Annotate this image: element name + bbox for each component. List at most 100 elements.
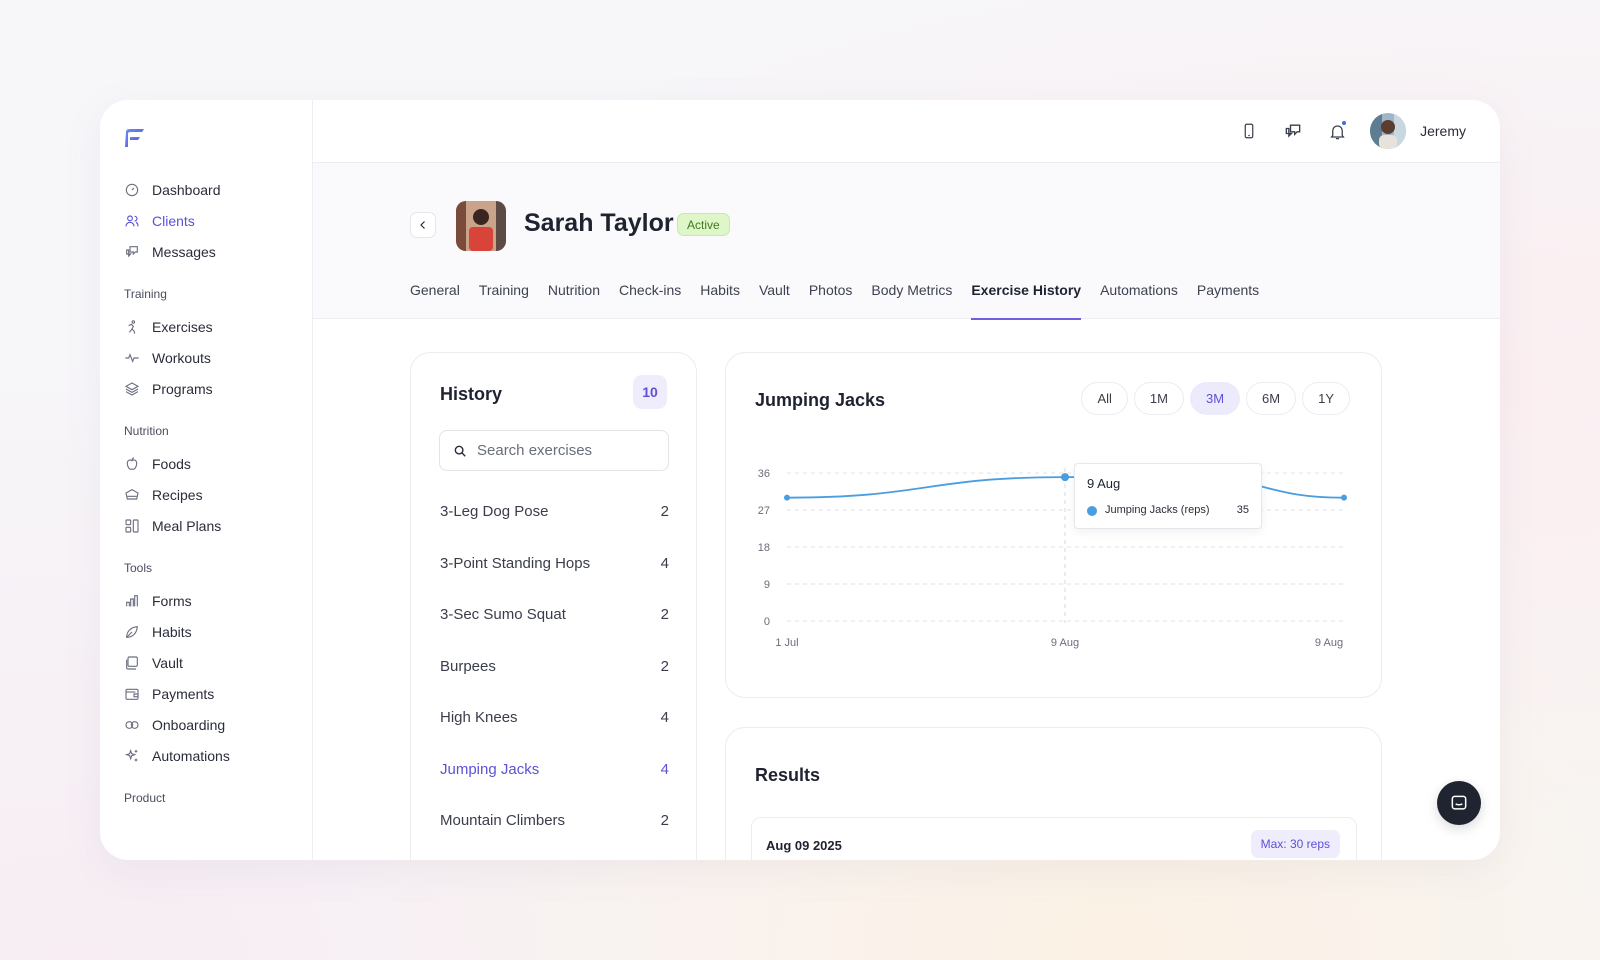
exercise-count: 2	[660, 503, 669, 521]
sidebar-item-recipes[interactable]: Recipes	[124, 479, 304, 510]
x-tick-label: 9 Aug	[1051, 637, 1079, 649]
y-tick-label: 18	[758, 542, 770, 554]
tab-payments[interactable]: Payments	[1196, 282, 1260, 298]
sidebar-item-meal-plans[interactable]: Meal Plans	[124, 510, 304, 541]
sidebar-item-label: Programs	[152, 380, 213, 397]
sidebar-item-label: Habits	[152, 623, 192, 640]
tab-body-metrics[interactable]: Body Metrics	[871, 282, 953, 298]
bell-icon[interactable]	[1326, 120, 1348, 142]
vault-icon	[124, 655, 140, 671]
sidebar-item-label: Vault	[152, 654, 183, 671]
y-tick-label: 0	[764, 616, 770, 628]
tooltip-date: 9 Aug	[1087, 476, 1121, 491]
exercise-name: Burpees	[440, 657, 496, 675]
list-item[interactable]: Mountain Climbers 2	[440, 795, 669, 847]
sidebar-item-habits[interactable]: Habits	[124, 616, 304, 647]
tooltip-series-name: Jumping Jacks (reps)	[1105, 504, 1210, 516]
tab-check-ins[interactable]: Check-ins	[619, 282, 682, 298]
sparkle-icon	[124, 748, 140, 764]
exercise-name: 3-Point Standing Hops	[440, 554, 591, 572]
history-card: History 10 3-Leg Dog Pose 2 3-Point Standi…	[410, 352, 697, 860]
range-all[interactable]: All	[1081, 382, 1128, 415]
sidebar-item-label: Onboarding	[152, 716, 226, 733]
tab-training[interactable]: Training	[478, 282, 529, 298]
exercise-name: High Knees	[440, 709, 518, 727]
users-icon	[124, 213, 140, 229]
app-logo[interactable]	[124, 128, 146, 148]
exercise-name: Mountain Climbers	[440, 812, 566, 830]
chat-icon[interactable]	[1282, 120, 1304, 142]
sidebar-item-payments[interactable]: Payments	[124, 678, 304, 709]
exercise-count: 2	[660, 812, 669, 830]
sidebar-item-label: Payments	[152, 685, 215, 702]
sidebar-item-label: Messages	[152, 243, 216, 260]
sidebar-item-workouts[interactable]: Workouts	[124, 342, 304, 373]
exercise-count: 4	[660, 554, 669, 572]
range-1y[interactable]: 1Y	[1302, 382, 1350, 415]
sidebar-item-vault[interactable]: Vault	[124, 647, 304, 678]
exercise-count: 4	[660, 760, 669, 778]
sidebar-section-title: Tools	[124, 561, 153, 575]
list-item[interactable]: Jumping Jacks 4	[440, 744, 669, 796]
history-title: History	[440, 384, 503, 404]
y-tick-label: 27	[758, 505, 770, 517]
exercise-count: 4	[660, 709, 669, 727]
status-badge: Active	[677, 213, 730, 236]
search-box[interactable]	[439, 430, 669, 471]
sidebar-section-title: Nutrition	[124, 424, 169, 438]
user-name[interactable]: Jeremy	[1420, 123, 1466, 139]
chef-hat-icon	[124, 487, 140, 503]
chart-tooltip: 9 Aug Jumping Jacks (reps) 35	[1074, 463, 1262, 529]
range-1m[interactable]: 1M	[1133, 382, 1184, 415]
mobile-icon[interactable]	[1238, 120, 1260, 142]
search-input[interactable]	[477, 442, 657, 459]
tab-photos[interactable]: Photos	[808, 282, 853, 298]
exercise-name: Jumping Jacks	[440, 760, 540, 778]
sidebar-item-label: Foods	[152, 455, 191, 472]
result-row[interactable]: Aug 09 2025 Max: 30 reps	[751, 817, 1357, 860]
range-6m[interactable]: 6M	[1246, 382, 1297, 415]
notification-dot	[1341, 120, 1348, 126]
tab-nutrition[interactable]: Nutrition	[547, 282, 601, 298]
sidebar-item-exercises[interactable]: Exercises	[124, 311, 304, 342]
sidebar-item-programs[interactable]: Programs	[124, 373, 304, 404]
list-item[interactable]: 3-Point Standing Hops 4	[440, 538, 669, 590]
sidebar-item-messages[interactable]: Messages	[124, 236, 304, 267]
sidebar-item-dashboard[interactable]: Dashboard	[124, 174, 304, 205]
chevron-left-icon	[420, 221, 425, 229]
sidebar-item-foods[interactable]: Foods	[124, 448, 304, 479]
tooltip-value: 35	[1236, 504, 1249, 516]
back-button[interactable]	[410, 212, 436, 238]
dashboard-icon	[124, 182, 140, 198]
sidebar-item-forms[interactable]: Forms	[124, 585, 304, 616]
tab-exercise-history[interactable]: Exercise History	[971, 279, 1081, 320]
sidebar-item-clients[interactable]: Clients	[124, 205, 304, 236]
layers-icon	[124, 381, 140, 397]
tab-general[interactable]: General	[410, 282, 460, 298]
tab-vault[interactable]: Vault	[758, 282, 790, 298]
sidebar-nav: Dashboard Clients Messages Training Exercise…	[124, 174, 304, 815]
tab-automations[interactable]: Automations	[1100, 282, 1178, 298]
apple-icon	[124, 456, 140, 472]
sidebar-item-label: Exercises	[152, 318, 213, 335]
tab-habits[interactable]: Habits	[700, 282, 740, 298]
list-item[interactable]: High Knees 4	[440, 692, 669, 744]
list-item[interactable]: 3-Leg Dog Pose 2	[440, 486, 669, 538]
support-chat-button[interactable]	[1437, 781, 1481, 825]
sidebar-item-label: Dashboard	[152, 181, 221, 198]
exercise-name: 3-Leg Dog Pose	[440, 503, 549, 521]
x-tick-label: 9 Aug	[1315, 637, 1343, 649]
sidebar-item-onboarding[interactable]: Onboarding	[124, 709, 304, 740]
range-3m[interactable]: 3M	[1189, 382, 1241, 415]
sidebar: Dashboard Clients Messages Training Exercise…	[100, 100, 313, 860]
list-item[interactable]: 3-Sec Sumo Squat 2	[440, 589, 669, 641]
sidebar-section-title: Product	[124, 791, 166, 805]
list-item[interactable]: Burpees 2	[440, 641, 669, 693]
wallet-icon	[124, 686, 140, 702]
user-avatar[interactable]	[1370, 113, 1407, 149]
chat-bubble-icon	[1451, 795, 1467, 810]
sidebar-item-label: Forms	[152, 592, 192, 609]
search-icon	[454, 445, 466, 457]
sidebar-item-automations[interactable]: Automations	[124, 740, 304, 771]
history-count-badge: 10	[633, 375, 667, 409]
